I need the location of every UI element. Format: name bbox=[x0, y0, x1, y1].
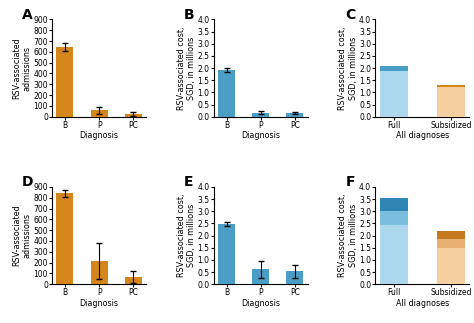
Bar bbox=[437, 231, 465, 239]
Bar bbox=[437, 248, 465, 284]
Bar bbox=[380, 198, 408, 211]
Bar bbox=[218, 224, 235, 284]
Text: F: F bbox=[345, 175, 355, 189]
Bar bbox=[437, 85, 465, 87]
Bar bbox=[252, 269, 269, 284]
Bar bbox=[56, 47, 73, 117]
Bar bbox=[380, 224, 408, 284]
X-axis label: Diagnosis: Diagnosis bbox=[241, 299, 280, 308]
X-axis label: All diagnoses: All diagnoses bbox=[396, 299, 449, 308]
Text: B: B bbox=[183, 8, 194, 22]
Y-axis label: RSV-associated
admissions: RSV-associated admissions bbox=[12, 37, 32, 99]
Bar bbox=[380, 70, 408, 117]
X-axis label: All diagnoses: All diagnoses bbox=[396, 131, 449, 140]
Bar bbox=[91, 110, 108, 117]
Bar bbox=[125, 114, 142, 117]
Text: C: C bbox=[345, 8, 356, 22]
Bar bbox=[56, 193, 73, 284]
Bar bbox=[286, 271, 303, 284]
X-axis label: Diagnosis: Diagnosis bbox=[80, 131, 118, 140]
Y-axis label: RSV-associated cost,
SGD, in millions: RSV-associated cost, SGD, in millions bbox=[338, 194, 358, 277]
Bar bbox=[218, 70, 235, 117]
Y-axis label: RSV-associated cost,
SGD, in millions: RSV-associated cost, SGD, in millions bbox=[338, 26, 358, 110]
Y-axis label: RSV-associated
admissions: RSV-associated admissions bbox=[12, 205, 32, 266]
Bar bbox=[437, 239, 465, 248]
X-axis label: Diagnosis: Diagnosis bbox=[80, 299, 118, 308]
Text: E: E bbox=[183, 175, 193, 189]
Bar bbox=[91, 261, 108, 284]
Bar bbox=[437, 87, 465, 117]
Y-axis label: RSV-associated cost,
SGD, in millions: RSV-associated cost, SGD, in millions bbox=[177, 194, 196, 277]
Bar bbox=[380, 66, 408, 70]
Y-axis label: RSV-associated cost,
SGD, in millions: RSV-associated cost, SGD, in millions bbox=[177, 26, 196, 110]
Bar bbox=[286, 113, 303, 117]
X-axis label: Diagnosis: Diagnosis bbox=[241, 131, 280, 140]
Bar bbox=[252, 113, 269, 117]
Bar bbox=[125, 277, 142, 284]
Text: D: D bbox=[22, 175, 34, 189]
Bar bbox=[380, 211, 408, 224]
Text: A: A bbox=[22, 8, 33, 22]
